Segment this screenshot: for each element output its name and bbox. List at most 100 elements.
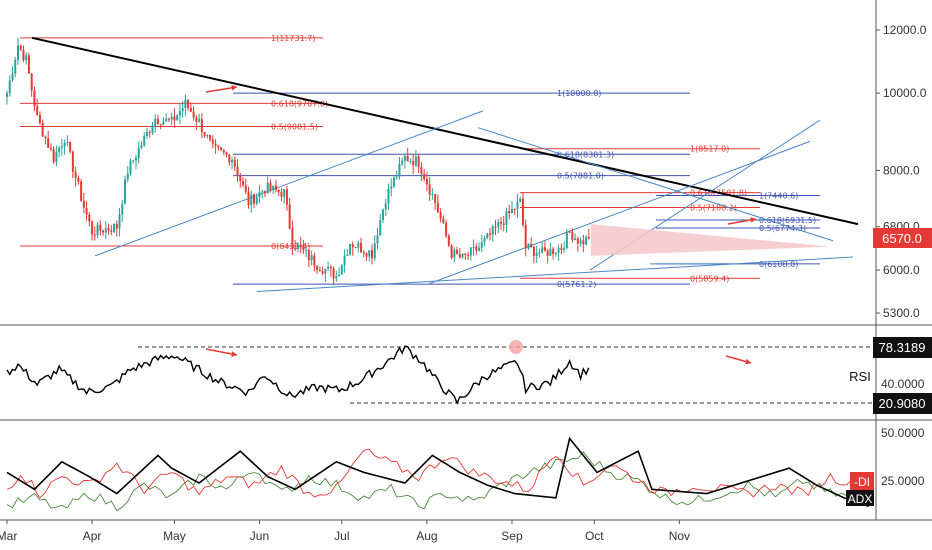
candle[interactable] (263, 190, 266, 198)
candle[interactable] (129, 158, 132, 176)
candle[interactable] (280, 188, 283, 202)
candle[interactable] (296, 242, 299, 253)
candle[interactable] (513, 208, 516, 215)
candle[interactable] (587, 228, 590, 240)
candle[interactable] (233, 155, 236, 172)
candle[interactable] (505, 207, 508, 233)
candle[interactable] (244, 178, 247, 195)
candle[interactable] (365, 252, 368, 261)
candle[interactable] (447, 233, 450, 248)
candle[interactable] (38, 111, 41, 125)
candle[interactable] (121, 199, 124, 223)
candle[interactable] (499, 217, 502, 231)
candle[interactable] (403, 153, 406, 169)
candle[interactable] (494, 220, 497, 236)
candle[interactable] (489, 227, 492, 241)
rsi-line[interactable] (6, 345, 590, 405)
candle[interactable] (329, 264, 332, 277)
candle[interactable] (258, 185, 261, 203)
candle[interactable] (236, 159, 239, 182)
candle[interactable] (552, 246, 555, 260)
candle[interactable] (299, 236, 302, 254)
trend-channel-line[interactable] (427, 140, 811, 285)
candle[interactable] (368, 250, 371, 262)
candle[interactable] (58, 145, 61, 158)
candle[interactable] (148, 129, 151, 138)
dmi-pane[interactable] (6, 436, 870, 512)
candle[interactable] (420, 162, 423, 181)
candle[interactable] (178, 103, 181, 125)
candle[interactable] (313, 252, 316, 272)
candle[interactable] (508, 204, 511, 220)
candle[interactable] (387, 183, 390, 211)
candle[interactable] (310, 250, 313, 266)
candle[interactable] (118, 207, 121, 237)
candle[interactable] (44, 135, 47, 145)
candle[interactable] (527, 243, 530, 251)
candle[interactable] (96, 221, 99, 239)
candle[interactable] (412, 153, 415, 174)
candle[interactable] (107, 223, 110, 235)
candle[interactable] (269, 179, 272, 193)
candle[interactable] (288, 197, 291, 230)
trend-channel-line[interactable] (94, 110, 484, 257)
candle[interactable] (91, 220, 94, 241)
candle[interactable] (524, 219, 527, 257)
candle[interactable] (392, 175, 395, 189)
candle[interactable] (66, 135, 69, 147)
candle[interactable] (316, 265, 319, 274)
candle[interactable] (442, 215, 445, 225)
candle[interactable] (170, 112, 173, 126)
candle[interactable] (88, 212, 91, 227)
candle[interactable] (154, 113, 157, 133)
candle[interactable] (137, 141, 140, 164)
candle[interactable] (47, 130, 50, 149)
candle[interactable] (469, 246, 472, 261)
candle[interactable] (502, 215, 505, 232)
candle[interactable] (401, 157, 404, 167)
candle[interactable] (486, 232, 489, 240)
candle[interactable] (450, 244, 453, 260)
candle[interactable] (409, 158, 412, 165)
candle[interactable] (538, 248, 541, 258)
candle[interactable] (222, 148, 225, 156)
candle[interactable] (165, 113, 168, 123)
candle[interactable] (134, 154, 137, 169)
candle[interactable] (417, 153, 420, 174)
candle[interactable] (33, 86, 36, 112)
candle[interactable] (261, 189, 264, 199)
candle[interactable] (302, 239, 305, 254)
candle[interactable] (546, 249, 549, 263)
candle[interactable] (327, 261, 330, 271)
candle[interactable] (574, 233, 577, 241)
candle[interactable] (274, 179, 277, 193)
candle[interactable] (335, 270, 338, 282)
candle[interactable] (69, 141, 72, 154)
candlestick-series[interactable] (6, 37, 590, 285)
candle[interactable] (362, 249, 365, 258)
candle[interactable] (209, 134, 212, 142)
candle[interactable] (346, 248, 349, 256)
trend-channel-line[interactable] (256, 256, 854, 292)
candle[interactable] (285, 185, 288, 211)
candle[interactable] (497, 218, 500, 234)
candle[interactable] (384, 199, 387, 217)
candle[interactable] (225, 151, 228, 158)
candle[interactable] (143, 132, 146, 147)
candle[interactable] (549, 242, 552, 256)
candle[interactable] (140, 140, 143, 149)
candle[interactable] (214, 139, 217, 154)
candle[interactable] (231, 157, 234, 170)
candle[interactable] (124, 175, 127, 205)
candle[interactable] (582, 234, 585, 252)
candle[interactable] (132, 159, 135, 164)
candle[interactable] (376, 228, 379, 249)
candle[interactable] (360, 237, 363, 254)
candle[interactable] (167, 117, 170, 123)
candle[interactable] (255, 193, 258, 206)
candle[interactable] (381, 208, 384, 223)
candle[interactable] (60, 138, 63, 156)
candle[interactable] (36, 98, 39, 116)
